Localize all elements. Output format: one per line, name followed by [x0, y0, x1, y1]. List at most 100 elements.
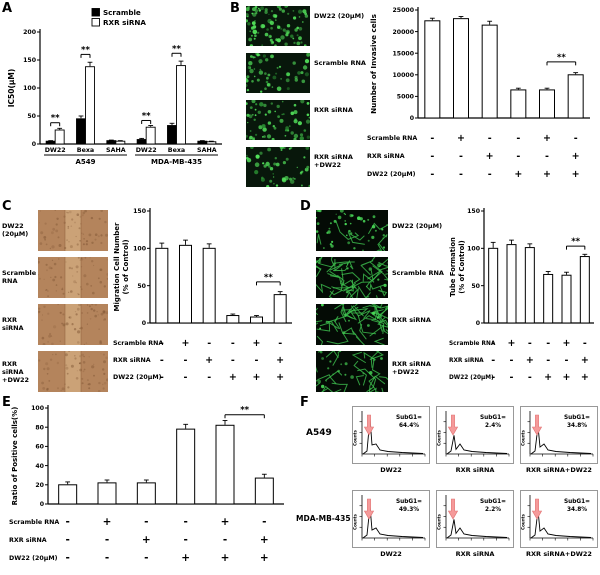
circle-shape: [382, 246, 386, 249]
path-shape: [334, 316, 341, 330]
circle-shape: [264, 72, 267, 75]
circle-shape: [247, 22, 251, 26]
circle-shape: [39, 210, 42, 212]
subg1-value: 34.8%: [567, 507, 587, 513]
circle-shape: [61, 387, 65, 391]
circle-shape: [83, 343, 85, 345]
circle-shape: [270, 10, 274, 13]
circle-shape: [57, 304, 59, 306]
matrix-sign: -: [183, 534, 187, 546]
y-axis-label: Ratio of Positive cells(%): [11, 407, 19, 506]
circle-shape: [281, 177, 286, 182]
histogram-curve: [446, 435, 508, 455]
circle-shape: [293, 110, 298, 115]
circle-shape: [287, 12, 290, 15]
bar: [567, 74, 584, 119]
circle-shape: [70, 364, 74, 368]
circle-shape: [61, 288, 64, 291]
category-label: SAHA: [106, 147, 126, 154]
circle-shape: [38, 307, 41, 310]
path-shape: [349, 287, 360, 298]
circle-shape: [321, 384, 325, 389]
circle-shape: [284, 6, 288, 8]
path-shape: [366, 261, 383, 288]
circle-shape: [106, 259, 108, 261]
histogram-curve: [530, 426, 592, 455]
circle-shape: [286, 72, 291, 77]
circle-shape: [330, 244, 334, 248]
circle-shape: [94, 314, 97, 318]
image-label: Scramble RNA: [392, 269, 444, 277]
circle-shape: [290, 111, 295, 116]
matrix-row-label: RXR siRNA: [9, 537, 47, 544]
circle-shape: [251, 113, 254, 116]
y-tick-label: 200: [23, 29, 37, 36]
circle-shape: [276, 6, 281, 9]
y-tick-label: 150: [467, 208, 481, 215]
bar-chart-A: 0 50 100 150 200 IC50(μM) DW22 Bexa SAHA DW22 Bexa…: [7, 8, 222, 166]
circle-shape: [55, 284, 58, 286]
circle-shape: [306, 113, 310, 117]
circle-shape: [281, 9, 285, 13]
circle-shape: [47, 290, 49, 292]
circle-shape: [255, 103, 258, 106]
matrix-row-label: RXR siRNA: [449, 358, 484, 364]
bar-chart-D: 0 50 100 150 Tube Formation (% of Control) ** S…: [449, 208, 594, 383]
circle-shape: [260, 90, 263, 93]
path-shape: [339, 262, 349, 265]
circle-shape: [68, 241, 70, 243]
circle-shape: [292, 37, 295, 40]
matrix-row-label: DW22 (20μM): [367, 171, 416, 178]
circle-shape: [349, 222, 352, 225]
circle-shape: [294, 78, 298, 82]
circle-shape: [382, 237, 384, 239]
circle-shape: [102, 383, 104, 386]
circle-shape: [319, 351, 323, 354]
circle-shape: [258, 54, 261, 56]
tube-image-scramble: [316, 257, 388, 298]
circle-shape: [41, 336, 45, 340]
circle-shape: [93, 363, 95, 365]
circle-shape: [70, 225, 73, 227]
circle-shape: [97, 277, 100, 280]
circle-shape: [292, 61, 296, 65]
circle-shape: [304, 14, 309, 18]
matrix-row-label: Scramble RNA: [113, 340, 163, 347]
circle-shape: [273, 126, 277, 130]
circle-shape: [298, 27, 303, 31]
circle-shape: [268, 165, 271, 168]
circle-shape: [246, 75, 250, 79]
invasion-image-scramble: [246, 53, 310, 93]
bar: [85, 66, 95, 145]
matrix-sign: -: [574, 133, 578, 144]
matrix-sign: +: [526, 355, 534, 366]
circle-shape: [76, 370, 78, 372]
circle-shape: [78, 304, 82, 307]
y-tick-label: 0: [410, 115, 415, 122]
circle-shape: [294, 118, 297, 121]
circle-shape: [76, 243, 79, 246]
y-tick-label: 150: [23, 57, 37, 64]
invasion-image-sirna: [246, 100, 310, 140]
circle-shape: [319, 327, 322, 330]
circle-shape: [248, 61, 253, 66]
sig-stars: **: [142, 111, 151, 121]
circle-shape: [73, 328, 77, 331]
circle-shape: [258, 7, 260, 10]
circle-shape: [77, 330, 81, 334]
circle-shape: [89, 257, 91, 259]
circle-shape: [49, 358, 53, 361]
bar: [273, 294, 287, 324]
panel-A-label: A: [2, 1, 13, 16]
circle-shape: [280, 78, 282, 80]
circle-shape: [59, 311, 62, 314]
matrix-sign: -: [231, 355, 235, 366]
circle-shape: [65, 366, 69, 370]
circle-shape: [66, 372, 69, 375]
circle-shape: [53, 262, 57, 266]
circle-shape: [66, 239, 68, 241]
subg1-label: SubG1=: [480, 499, 506, 505]
path-shape: [368, 222, 388, 234]
circle-shape: [301, 21, 304, 23]
matrix-sign: -: [184, 355, 188, 366]
